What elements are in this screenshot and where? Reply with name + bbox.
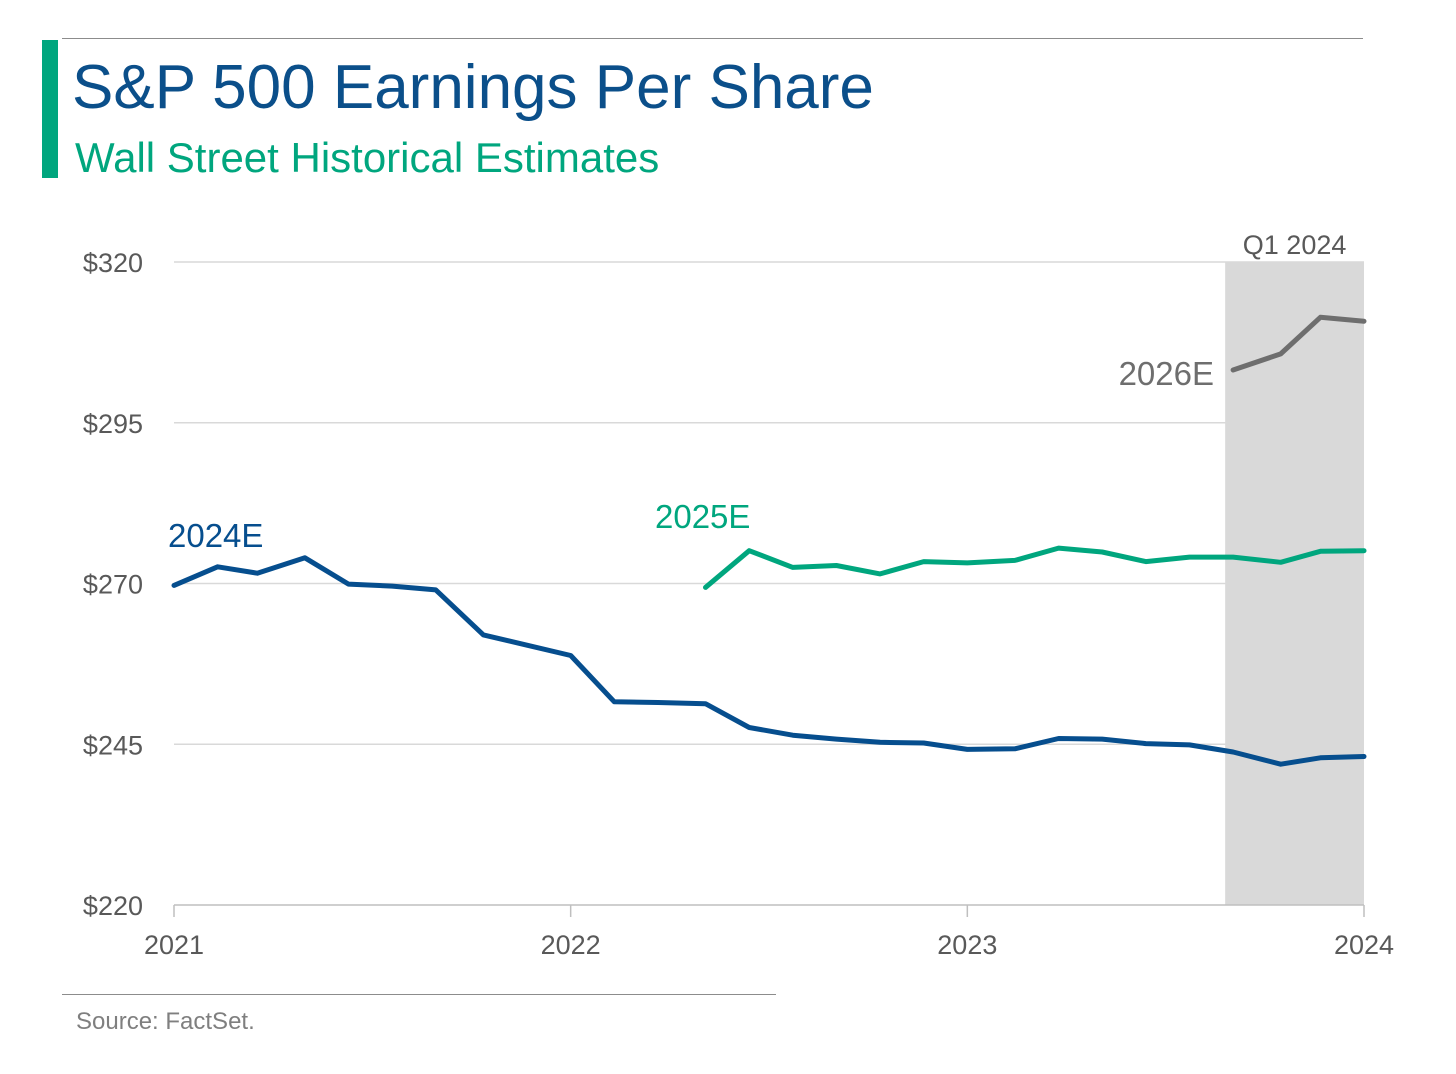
source-note: Source: FactSet. — [76, 1008, 255, 1035]
series-line-2026e — [1230, 314, 1367, 373]
x-tick-label: 2024 — [1334, 930, 1394, 960]
line-chart: Q1 2024 $220 $245 $270 $295 $320 2021 2022 2023… — [83, 230, 1394, 960]
series-label-2025e: 2025E — [655, 498, 750, 535]
series-lines — [171, 314, 1367, 767]
top-rule — [62, 38, 1363, 39]
highlight-label: Q1 2024 — [1243, 230, 1347, 260]
series-labels: 2024E 2025E 2026E — [168, 355, 1214, 554]
highlight-layer: Q1 2024 — [1225, 230, 1364, 905]
chart-subtitle: Wall Street Historical Estimates — [75, 134, 660, 181]
y-tick-label: $295 — [83, 409, 143, 439]
gridlines — [174, 261, 1364, 745]
x-tick-label: 2023 — [937, 930, 997, 960]
y-tick-label: $245 — [83, 730, 143, 760]
y-tick-label: $220 — [83, 891, 143, 921]
x-tick-label: 2022 — [541, 930, 601, 960]
y-tick-label: $320 — [83, 248, 143, 278]
chart-title: S&P 500 Earnings Per Share — [72, 53, 874, 122]
accent-bar — [42, 40, 58, 178]
x-tick-label: 2021 — [144, 930, 204, 960]
series-line-2025e — [703, 545, 1367, 590]
axes: $220 $245 $270 $295 $320 2021 2022 2023 2024 — [83, 248, 1394, 960]
series-label-2026e: 2026E — [1119, 355, 1214, 392]
series-line-2024e — [171, 555, 1367, 767]
series-label-2024e: 2024E — [168, 517, 263, 554]
y-tick-label: $270 — [83, 570, 143, 600]
bottom-rule — [62, 994, 776, 995]
